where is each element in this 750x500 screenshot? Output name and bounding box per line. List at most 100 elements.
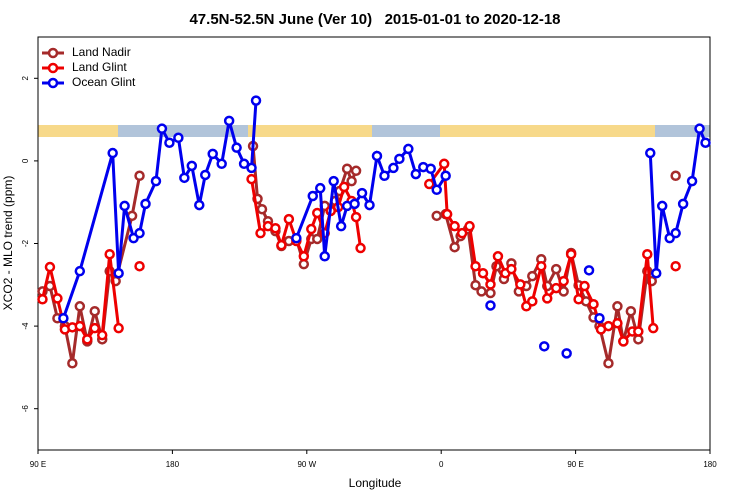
point [341, 163, 353, 174]
point [633, 326, 644, 337]
point [200, 169, 211, 181]
point [140, 198, 151, 210]
legend-marker [47, 47, 59, 59]
legend-marker [47, 77, 59, 89]
point [477, 267, 489, 279]
x-axis-label: Longitude [349, 476, 402, 490]
point [328, 175, 339, 187]
point [579, 280, 590, 292]
point [410, 168, 422, 180]
point [173, 132, 184, 144]
point [441, 208, 453, 220]
point [113, 267, 124, 279]
y-tick-label: 0 [21, 158, 30, 163]
point [656, 200, 668, 212]
point [356, 187, 368, 199]
point [449, 220, 460, 232]
point [438, 158, 450, 170]
plot-frame [37, 36, 711, 451]
point [403, 143, 414, 155]
point [700, 137, 711, 148]
point [650, 267, 662, 279]
point [194, 199, 205, 211]
point [355, 242, 366, 254]
point [306, 223, 317, 235]
land-ocean-strip [38, 125, 710, 137]
y-axis-label: XCO2 - MLO trend (ppm) [1, 176, 15, 311]
point [107, 147, 118, 159]
point [186, 160, 198, 172]
point [119, 200, 130, 212]
point [216, 158, 227, 170]
point [371, 150, 383, 162]
point [536, 260, 547, 272]
x-tick-label: 90 E [30, 460, 46, 469]
point [527, 296, 538, 307]
point [646, 275, 658, 287]
point [298, 251, 310, 262]
point [283, 213, 295, 225]
point [44, 261, 56, 273]
point [246, 173, 257, 185]
y-tick-label: -2 [21, 239, 30, 247]
point [642, 248, 653, 260]
point [350, 211, 362, 223]
point [588, 298, 599, 310]
point [291, 232, 302, 244]
point [238, 158, 250, 170]
point [485, 279, 496, 290]
point [150, 175, 162, 187]
point [492, 251, 504, 262]
legend-label: Land Nadir [72, 45, 131, 59]
point [346, 175, 357, 187]
point [246, 162, 257, 174]
point [134, 170, 145, 182]
point [307, 190, 319, 202]
point [485, 287, 496, 299]
point [335, 220, 347, 232]
point [594, 313, 605, 324]
point [670, 227, 681, 239]
point [314, 182, 326, 194]
x-tick-label: 90 W [297, 460, 316, 469]
point [134, 227, 145, 239]
point [612, 301, 623, 312]
point [207, 148, 218, 160]
legend-label: Ocean Glint [72, 75, 136, 89]
point [625, 305, 637, 317]
point [74, 320, 86, 332]
point [431, 210, 442, 222]
point [550, 263, 562, 275]
point [515, 279, 526, 290]
point [527, 270, 538, 282]
point [104, 248, 115, 260]
point [394, 153, 405, 165]
point [538, 341, 550, 352]
point [379, 170, 390, 182]
point [618, 336, 629, 347]
point [440, 170, 451, 182]
point [223, 115, 235, 127]
point [349, 198, 360, 210]
point [67, 358, 78, 369]
point [485, 300, 496, 311]
point [431, 184, 442, 196]
y-tick-label: 2 [21, 76, 30, 81]
point [541, 293, 553, 304]
point [250, 95, 262, 106]
point [312, 207, 323, 219]
point [113, 322, 124, 334]
legend-label: Land Glint [72, 60, 127, 74]
point [603, 358, 614, 369]
point [364, 199, 375, 211]
point [603, 320, 614, 332]
point [338, 181, 350, 193]
point [74, 301, 86, 312]
point [506, 263, 517, 275]
point [694, 123, 705, 134]
point [164, 137, 175, 148]
point [156, 123, 168, 134]
point [96, 329, 108, 341]
point [425, 163, 436, 174]
point [670, 260, 681, 272]
